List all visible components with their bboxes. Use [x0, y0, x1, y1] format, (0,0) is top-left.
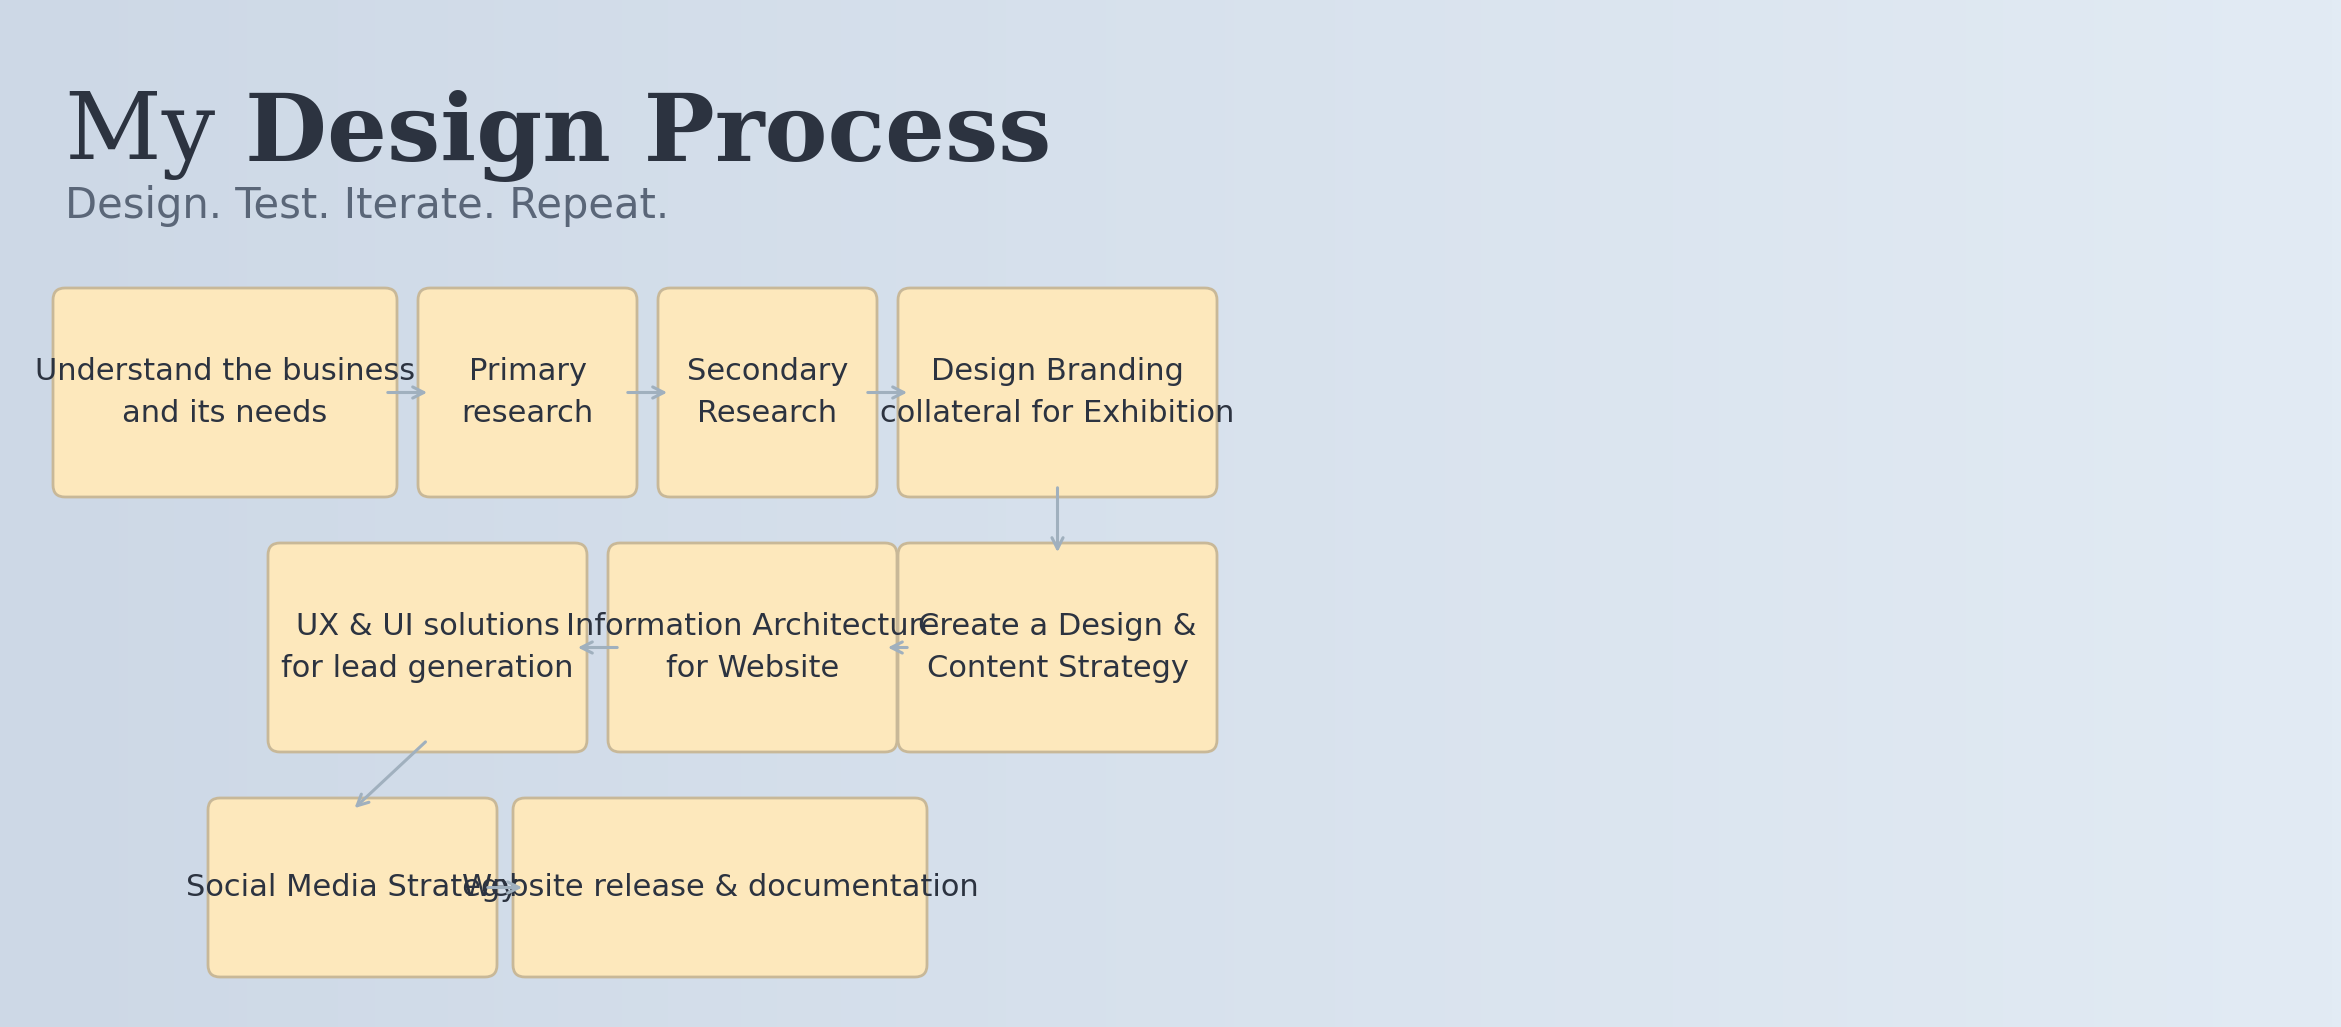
Text: Information Architecture
for Website: Information Architecture for Website — [567, 612, 939, 683]
FancyBboxPatch shape — [513, 798, 927, 977]
Text: Secondary
Research: Secondary Research — [686, 357, 847, 428]
Text: Design Process: Design Process — [246, 90, 1051, 182]
FancyBboxPatch shape — [899, 288, 1217, 497]
Text: Understand the business
and its needs: Understand the business and its needs — [35, 357, 414, 428]
Text: Primary
research: Primary research — [461, 357, 595, 428]
FancyBboxPatch shape — [267, 543, 588, 752]
FancyBboxPatch shape — [899, 543, 1217, 752]
Text: UX & UI solutions
for lead generation: UX & UI solutions for lead generation — [281, 612, 574, 683]
Text: My: My — [66, 90, 246, 180]
Text: Social Media Strategy: Social Media Strategy — [187, 873, 520, 902]
FancyBboxPatch shape — [208, 798, 496, 977]
Text: Create a Design &
Content Strategy: Create a Design & Content Strategy — [918, 612, 1196, 683]
FancyBboxPatch shape — [658, 288, 878, 497]
FancyBboxPatch shape — [54, 288, 398, 497]
FancyBboxPatch shape — [609, 543, 897, 752]
Text: Website release & documentation: Website release & documentation — [461, 873, 979, 902]
Text: Design Branding
collateral for Exhibition: Design Branding collateral for Exhibitio… — [880, 357, 1234, 428]
Text: Design. Test. Iterate. Repeat.: Design. Test. Iterate. Repeat. — [66, 185, 670, 227]
FancyBboxPatch shape — [419, 288, 637, 497]
